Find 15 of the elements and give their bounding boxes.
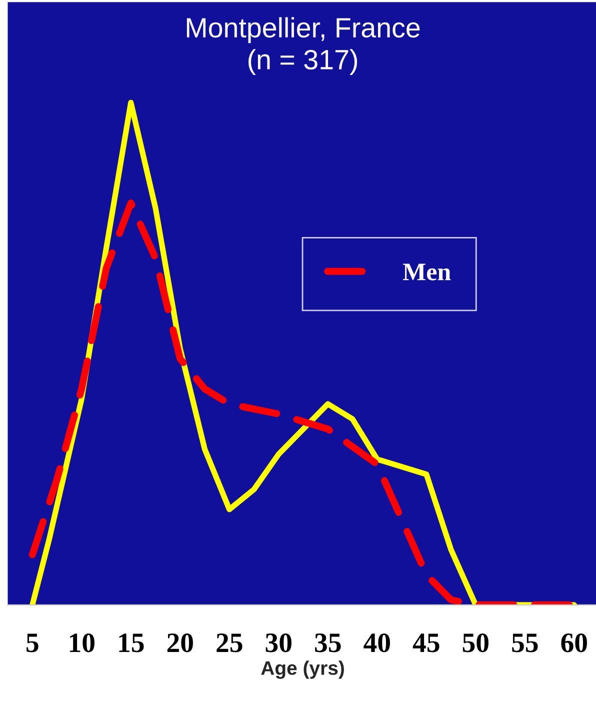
x-tick-label: 25 — [216, 634, 242, 652]
chart-title: Montpellier, France (n = 317) — [186, 17, 420, 75]
x-axis-title: Age (yrs) — [261, 660, 344, 679]
x-tick-label: 5 — [26, 634, 38, 652]
x-tick-label: 50 — [462, 633, 488, 652]
x-tick-label: 45 — [412, 634, 440, 652]
x-tick-label: 35 — [315, 634, 341, 652]
x-tick-label: 15 — [119, 634, 144, 652]
x-tick-label: 55 — [512, 634, 538, 652]
x-tick-label: 60 — [561, 633, 587, 652]
x-tick-label: 10 — [70, 633, 94, 652]
x-tick-label: 30 — [266, 633, 292, 652]
x-tick-label: 20 — [167, 633, 193, 652]
x-tick-label: 40 — [364, 633, 390, 652]
legend-label: Men — [402, 264, 451, 280]
